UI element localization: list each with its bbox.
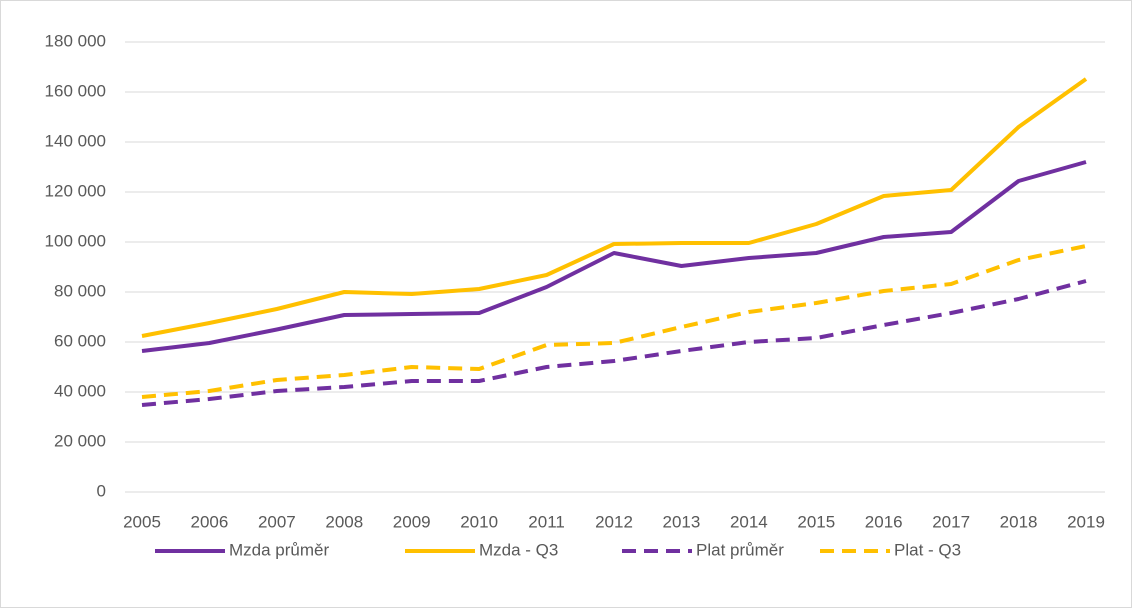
x-tick-label: 2019 [1067, 512, 1105, 531]
x-tick-label: 2015 [797, 512, 835, 531]
x-tick-label: 2005 [123, 512, 161, 531]
y-tick-label: 100 000 [45, 231, 106, 250]
series-line [141, 77, 1088, 338]
series-line [141, 279, 1087, 407]
x-tick-label: 2007 [258, 512, 296, 531]
y-tick-label: 60 000 [54, 331, 106, 350]
x-tick-label: 2018 [1000, 512, 1038, 531]
legend-label: Plat průměr [696, 540, 784, 559]
y-tick-label: 80 000 [54, 281, 106, 300]
x-tick-label: 2011 [528, 512, 565, 531]
y-tick-label: 180 000 [45, 31, 106, 50]
x-tick-label: 2010 [460, 512, 498, 531]
x-tick-label: 2017 [932, 512, 970, 531]
x-tick-label: 2016 [865, 512, 903, 531]
legend-label: Mzda - Q3 [479, 540, 558, 559]
y-tick-label: 0 [97, 481, 106, 500]
y-tick-label: 160 000 [45, 81, 106, 100]
y-tick-label: 140 000 [45, 131, 106, 150]
x-tick-label: 2013 [663, 512, 701, 531]
x-tick-label: 2008 [325, 512, 363, 531]
y-tick-label: 40 000 [54, 381, 106, 400]
x-tick-label: 2014 [730, 512, 768, 531]
x-tick-label: 2012 [595, 512, 633, 531]
x-tick-label: 2009 [393, 512, 431, 531]
legend-label: Mzda průměr [229, 540, 329, 559]
series-line [141, 244, 1087, 399]
y-tick-label: 20 000 [54, 431, 106, 450]
y-tick-label: 120 000 [45, 181, 106, 200]
legend-label: Plat - Q3 [894, 540, 961, 559]
series-line [141, 160, 1087, 353]
x-tick-label: 2006 [191, 512, 229, 531]
